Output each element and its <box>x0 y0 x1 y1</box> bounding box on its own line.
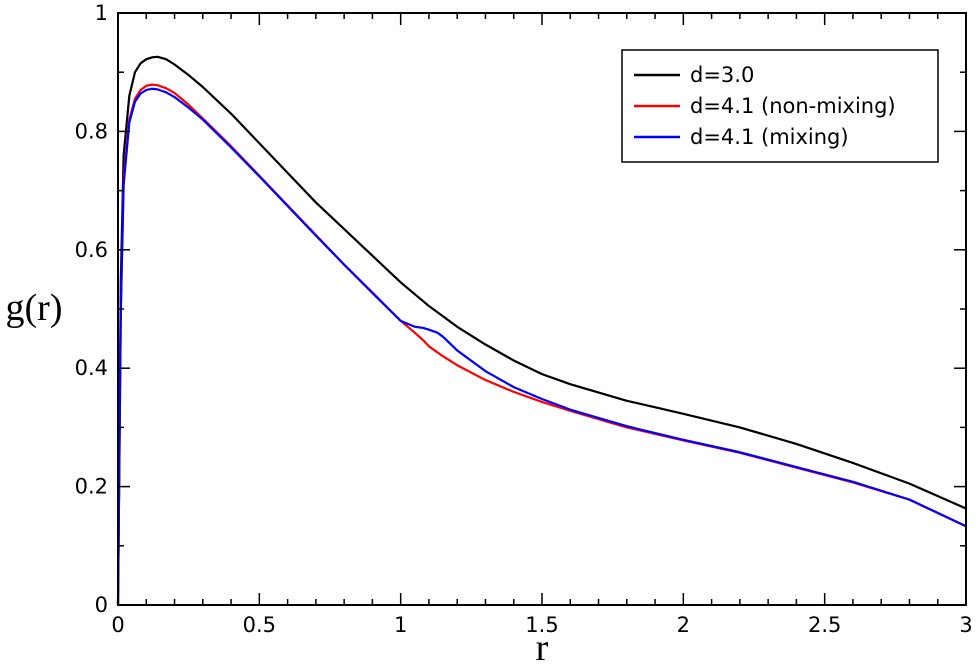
x-tick-label: 0.5 <box>243 613 276 637</box>
y-axis-title: g(r) <box>6 287 63 329</box>
y-tick-label: 0.2 <box>75 475 108 499</box>
x-tick-label: 0 <box>111 613 124 637</box>
x-tick-label: 2 <box>677 613 690 637</box>
y-tick-label: 0 <box>95 593 108 617</box>
x-tick-label: 2.5 <box>808 613 841 637</box>
legend-label-3: d=4.1 (mixing) <box>690 125 849 149</box>
series-layer <box>116 55 967 606</box>
y-tick-label: 0.8 <box>75 119 108 143</box>
y-tick-label: 0.4 <box>75 356 108 380</box>
legend-label-1: d=3.0 <box>690 63 754 87</box>
x-axis-title: r <box>536 627 549 667</box>
y-tick-label: 1 <box>95 1 108 25</box>
x-tick-label: 1 <box>394 613 407 637</box>
x-tick-label: 3 <box>959 613 972 637</box>
y-tick-label: 0.6 <box>75 238 108 262</box>
series-line-1 <box>116 55 967 606</box>
legend: d=3.0 d=4.1 (non-mixing) d=4.1 (mixing) <box>621 49 939 163</box>
legend-label-2: d=4.1 (non-mixing) <box>690 94 896 118</box>
series-line-3 <box>116 87 967 606</box>
ticks-layer: 0 0.5 1 1.5 2 2.5 3 0 0.2 0.4 0.6 0.8 1 <box>75 1 973 637</box>
x-tick-label: 1.5 <box>525 613 558 637</box>
